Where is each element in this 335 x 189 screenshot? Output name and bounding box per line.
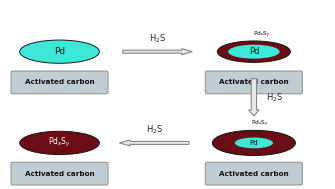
Text: Pd: Pd [249, 47, 259, 56]
Text: Pd: Pd [54, 47, 65, 56]
FancyArrow shape [119, 140, 189, 146]
FancyBboxPatch shape [205, 71, 303, 94]
Ellipse shape [20, 40, 99, 63]
FancyBboxPatch shape [11, 71, 108, 94]
Text: Pd$_x$S$_y$: Pd$_x$S$_y$ [253, 30, 271, 40]
Ellipse shape [217, 41, 290, 62]
Text: Activated carbon: Activated carbon [219, 171, 289, 177]
Text: Pd$_x$S$_y$: Pd$_x$S$_y$ [252, 119, 270, 129]
Ellipse shape [20, 131, 99, 155]
Text: H$_2$S: H$_2$S [266, 91, 283, 104]
Text: Activated carbon: Activated carbon [219, 79, 289, 85]
Text: Pd: Pd [250, 140, 258, 146]
FancyArrow shape [249, 79, 259, 116]
FancyArrow shape [123, 49, 192, 55]
FancyBboxPatch shape [205, 162, 303, 185]
Text: H$_2$S: H$_2$S [146, 123, 163, 136]
Text: H$_2$S: H$_2$S [149, 32, 166, 45]
Text: Activated carbon: Activated carbon [25, 171, 94, 177]
Ellipse shape [212, 130, 295, 156]
Text: Activated carbon: Activated carbon [25, 79, 94, 85]
FancyBboxPatch shape [11, 162, 108, 185]
Ellipse shape [235, 138, 273, 148]
Ellipse shape [228, 45, 280, 59]
Text: Pd$_x$S$_y$: Pd$_x$S$_y$ [48, 136, 71, 149]
